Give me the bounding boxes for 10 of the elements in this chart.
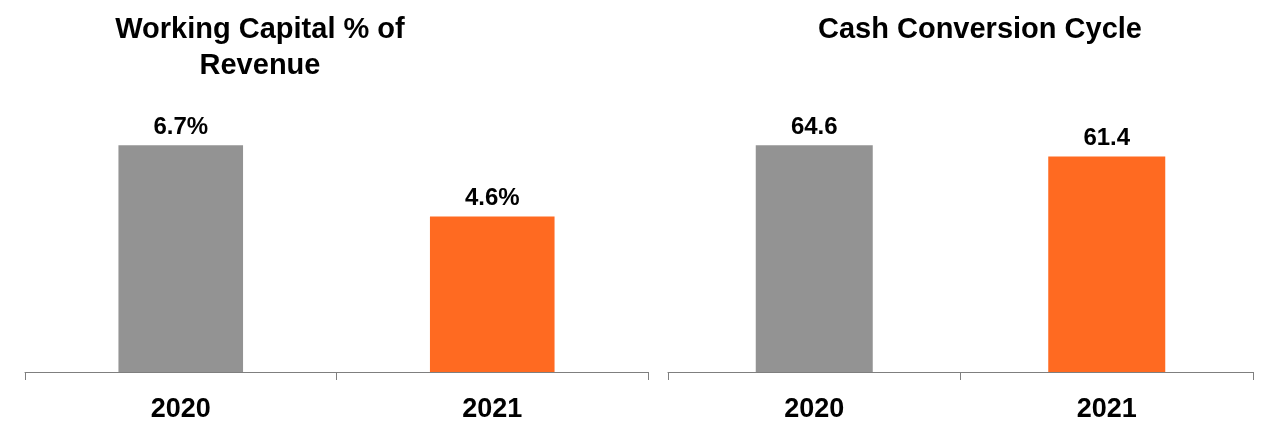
chart-title: Working Capital % of Revenue <box>114 11 406 82</box>
data-label: 4.6% <box>464 182 520 210</box>
x-tick-label: 2020 <box>784 392 845 423</box>
data-label: 61.4 <box>1083 123 1131 151</box>
x-tick-label: 2020 <box>150 392 211 423</box>
chart-title: Cash Conversion Cycle <box>817 11 1143 46</box>
x-tick-label: 2021 <box>462 392 523 423</box>
data-label: 64.6 <box>790 111 838 139</box>
x-tick-label: 2021 <box>1076 392 1137 423</box>
data-label: 6.7% <box>153 111 209 139</box>
